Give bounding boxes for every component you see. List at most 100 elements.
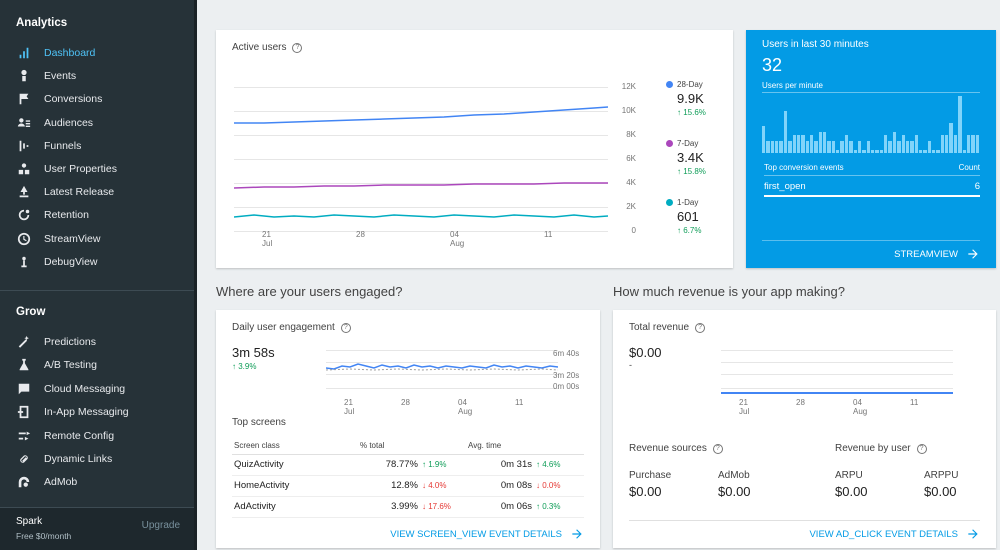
y-tick-label: 6K: [626, 154, 636, 163]
sidebar-item-cloud-messaging[interactable]: Cloud Messaging: [0, 378, 194, 400]
gridline: [234, 111, 608, 112]
realtime-card: Users in last 30 minutes 32 Users per mi…: [746, 30, 996, 268]
sidebar-item-debugview[interactable]: DebugView: [0, 251, 194, 273]
sidebar-item-label: Remote Config: [44, 429, 115, 442]
sidebar-item-remote-config[interactable]: Remote Config: [0, 425, 194, 447]
event-row-bar: [764, 195, 980, 197]
sidebar-item-admob[interactable]: AdMob: [0, 471, 194, 493]
users-per-minute-bar: [766, 141, 770, 153]
sidebar-item-streamview[interactable]: StreamView: [0, 228, 194, 250]
help-icon[interactable]: ?: [340, 322, 351, 333]
sidebar-item-predictions[interactable]: Predictions: [0, 331, 194, 353]
users-per-minute-bar: [910, 141, 914, 153]
sidebar-item-a-b-testing[interactable]: A/B Testing: [0, 354, 194, 376]
revenue-title-text: Total revenue: [629, 322, 690, 333]
x-tick-label: 04 Aug: [450, 230, 464, 248]
sidebar-item-label: AdMob: [44, 476, 78, 489]
time-change: ↑ 4.6%: [536, 460, 561, 469]
divider: [762, 92, 980, 93]
help-icon[interactable]: ?: [695, 322, 706, 333]
x-tick-label: 28: [356, 230, 365, 239]
table-row[interactable]: HomeActivity 12.8% ↓ 4.0% 0m 08s ↓ 0.0%: [232, 475, 584, 497]
x-tick-month: Aug: [450, 239, 465, 248]
table-row[interactable]: AdActivity 3.99% ↓ 17.6% 0m 06s ↑ 0.3%: [232, 496, 584, 518]
engaged-section-header: Where are your users engaged?: [216, 284, 403, 299]
sidebar-item-funnels[interactable]: Funnels: [0, 135, 194, 157]
gridline: [721, 362, 953, 363]
streamview-link[interactable]: STREAMVIEW: [894, 247, 980, 261]
clock-icon: [16, 231, 32, 247]
admob-label: AdMob: [718, 470, 750, 481]
revenue-sources-label: Revenue sources: [629, 443, 707, 454]
gridline: [326, 350, 558, 351]
bar-chart-icon: [16, 45, 32, 61]
pct-change: ↑ 1.9%: [422, 460, 447, 469]
flask-icon: [16, 357, 32, 373]
sidebar-item-label: DebugView: [44, 255, 98, 268]
gridline: [721, 350, 953, 351]
users-per-minute-bar: [871, 150, 875, 153]
view-ad-click-details-label: VIEW AD_CLICK EVENT DETAILS: [809, 528, 958, 540]
help-icon[interactable]: ?: [712, 443, 723, 454]
sidebar-item-label: StreamView: [44, 232, 101, 245]
series-1-day-line: [234, 214, 608, 218]
count-header: Count: [958, 163, 980, 172]
users-per-minute-bar: [888, 141, 892, 153]
sidebar: Analytics Dashboard Events Conversions Audi…: [0, 0, 197, 550]
users-per-minute-bar: [844, 135, 849, 153]
legend-value: 3.4K: [677, 150, 704, 165]
sidebar-item-events[interactable]: Events: [0, 65, 194, 87]
sidebar-item-user-properties[interactable]: User Properties: [0, 158, 194, 180]
active-users-title: Active users ?: [232, 42, 303, 53]
sidebar-item-latest-release[interactable]: Latest Release: [0, 181, 194, 203]
legend-dot: [666, 199, 673, 207]
view-ad-click-details-link[interactable]: VIEW AD_CLICK EVENT DETAILS: [809, 527, 980, 541]
x-tick-day: 04: [853, 398, 862, 407]
help-icon[interactable]: ?: [916, 443, 927, 454]
gridline: [326, 362, 558, 363]
users-per-minute-bar: [818, 132, 823, 153]
sidebar-item-audiences[interactable]: Audiences: [0, 112, 194, 134]
help-icon[interactable]: ?: [292, 42, 303, 53]
sidebar-item-conversions[interactable]: Conversions: [0, 88, 194, 110]
gridline: [326, 388, 558, 389]
magic-wand-icon: [16, 334, 32, 350]
engagement-value: 3m 58s: [232, 345, 275, 360]
legend-label: 7-Day: [677, 139, 699, 148]
users-per-minute-bar: [914, 135, 918, 153]
users-per-minute-bar: [892, 132, 897, 153]
users-per-minute-bar: [779, 141, 783, 153]
users-per-minute-bar: [849, 141, 853, 153]
active-users-card: Active users ? 12K 10K 8K 6K 4K 2K 0 21 Jul 28 04…: [216, 30, 733, 268]
message-icon: [16, 381, 32, 397]
y-tick-label: 6m 40s: [553, 349, 580, 358]
legend-label: 1-Day: [677, 198, 699, 207]
divider: [762, 240, 980, 241]
sidebar-item-dashboard[interactable]: Dashboard: [0, 42, 194, 64]
screen-name: QuizActivity: [232, 454, 360, 476]
users-per-minute-label: Users per minute: [762, 81, 823, 90]
users-per-minute-bar: [884, 135, 888, 153]
divider: [629, 520, 980, 521]
table-row[interactable]: QuizActivity 78.77% ↑ 1.9% 0m 31s ↑ 4.6%: [232, 454, 584, 476]
upgrade-button[interactable]: Upgrade: [141, 520, 180, 531]
legend-change: ↑ 15.8%: [677, 167, 706, 176]
top-screens-table: Screen class % total Avg. time QuizActiv…: [232, 438, 584, 518]
sidebar-item-label: Dynamic Links: [44, 453, 113, 465]
users-per-minute-bar: [853, 150, 857, 153]
sidebar-item-label: A/B Testing: [44, 359, 97, 372]
x-tick-label: 11: [544, 230, 552, 239]
sidebar-item-in-app-messaging[interactable]: In-App Messaging: [0, 401, 194, 423]
x-tick-label: 28: [796, 398, 805, 407]
view-screen-view-details-link[interactable]: VIEW SCREEN_VIEW EVENT DETAILS: [390, 527, 584, 541]
screen-name: AdActivity: [232, 496, 360, 518]
sidebar-item-label: Cloud Messaging: [44, 382, 126, 395]
sidebar-item-retention[interactable]: Retention: [0, 204, 194, 226]
users-per-minute-bar: [879, 150, 884, 153]
pct-total: 3.99%: [391, 501, 418, 512]
users-per-minute-bar: [762, 126, 766, 153]
x-tick-label: 04 Aug: [458, 398, 472, 416]
sidebar-item-dynamic-links[interactable]: Dynamic Links: [0, 448, 194, 470]
gridline: [326, 374, 558, 375]
users-per-minute-bar: [840, 141, 844, 153]
